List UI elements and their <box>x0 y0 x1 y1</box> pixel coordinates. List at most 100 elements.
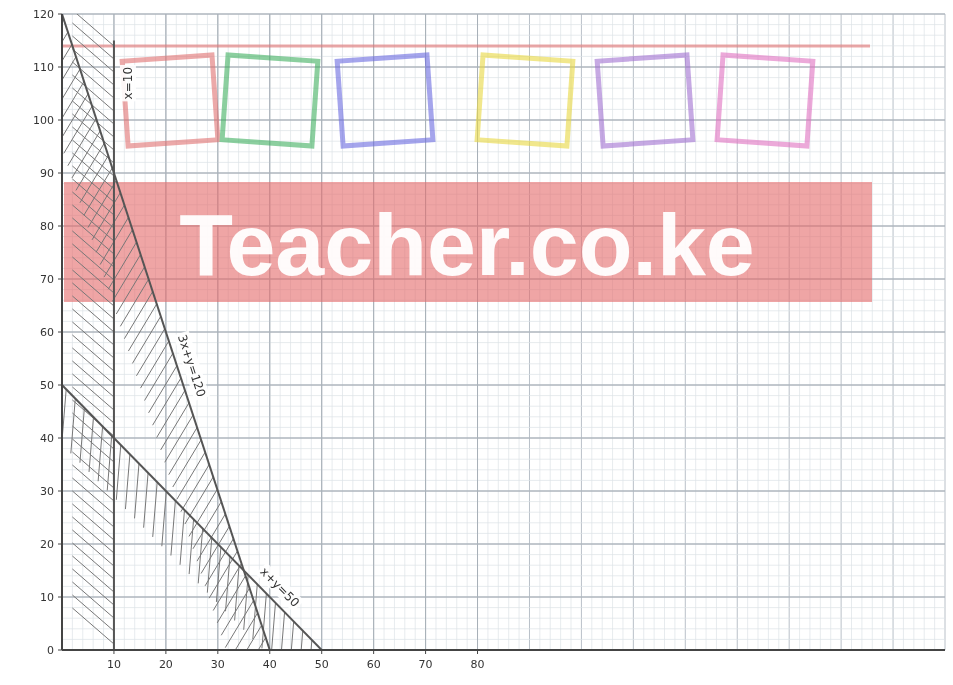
paper-line <box>62 618 945 619</box>
hatch-stroke <box>72 14 114 46</box>
paper-line <box>62 130 945 131</box>
y-tick-label: 20 <box>40 538 54 551</box>
hatch-stroke <box>120 279 148 326</box>
paper-line <box>62 480 945 481</box>
y-tick <box>58 438 62 439</box>
y-tick <box>58 120 62 121</box>
hatch-stroke <box>153 482 157 537</box>
hatch-stroke <box>136 329 164 376</box>
y-tick-label: 30 <box>40 485 54 498</box>
hatch-stroke <box>171 501 175 556</box>
paper-line <box>62 448 945 449</box>
hatch-stroke <box>271 603 275 650</box>
constraint-line <box>62 14 270 650</box>
hatch-stroke <box>225 600 253 647</box>
paper-line <box>62 109 945 110</box>
hatch-stroke <box>193 502 221 549</box>
hatch-stroke <box>157 390 185 437</box>
chart: Teacher.co.ke102030405060708001020304050… <box>0 0 953 685</box>
axes: 1020304050607080010203040506070809010011… <box>33 8 945 671</box>
paper-line <box>62 544 945 545</box>
line-label: x=10 <box>121 67 135 99</box>
grid-line-y <box>62 544 945 545</box>
hatch-stroke <box>72 131 100 178</box>
x-tick <box>373 650 374 654</box>
watermark-frame <box>62 45 870 48</box>
grid-line-y <box>62 438 945 439</box>
grid-line-y <box>62 491 945 492</box>
paper-line <box>62 35 945 36</box>
paper-line <box>62 650 945 651</box>
paper-line <box>62 120 945 121</box>
hatch-stroke <box>177 452 205 499</box>
watermark-square <box>477 55 573 146</box>
x-tick <box>113 650 114 654</box>
x-tick-label: 80 <box>471 658 485 671</box>
paper-line <box>62 565 945 566</box>
hatch-stroke <box>173 440 201 487</box>
line-label-group: x=10 <box>120 65 136 101</box>
grid-line-y <box>62 650 945 651</box>
y-tick-label: 0 <box>47 644 54 657</box>
watermark-square <box>222 55 318 146</box>
y-tick-label: 110 <box>33 61 54 74</box>
paper-line <box>62 639 945 640</box>
hatch-stroke <box>162 491 166 546</box>
x-tick-label: 60 <box>367 658 381 671</box>
plot-area <box>62 14 322 650</box>
y-tick-label: 50 <box>40 379 54 392</box>
paper-line <box>62 151 945 152</box>
y-tick-label: 120 <box>33 8 54 21</box>
grid-line-y <box>62 173 945 174</box>
hatch-stroke <box>64 106 92 153</box>
paper-line <box>62 491 945 492</box>
hatch-stroke <box>233 625 261 650</box>
x-tick <box>477 650 478 654</box>
hatch-stroke <box>128 304 156 351</box>
x-tick-label: 20 <box>159 658 173 671</box>
y-tick-label: 70 <box>40 273 54 286</box>
paper-line <box>62 342 945 343</box>
hatch-stroke <box>201 526 229 573</box>
hatch-stroke <box>135 464 139 519</box>
hatch-stroke <box>189 519 193 574</box>
hatch-stroke <box>235 566 239 621</box>
paper-line <box>62 24 945 25</box>
background <box>0 0 953 685</box>
grid-line-x <box>113 14 114 650</box>
hatch-stroke <box>207 538 211 593</box>
label-patch <box>120 65 136 101</box>
grid-line-y <box>62 120 945 121</box>
y-tick-label: 10 <box>40 591 54 604</box>
line-label-group: x+y=50 <box>255 562 304 611</box>
hatch-stroke <box>116 267 144 314</box>
y-tick <box>58 14 62 15</box>
y-tick <box>58 332 62 333</box>
y-tick <box>58 226 62 227</box>
hatch-stroke <box>289 621 293 650</box>
watermark-band <box>64 182 872 302</box>
paper-line <box>62 173 945 174</box>
watermark-square <box>337 55 433 146</box>
y-tick <box>58 173 62 174</box>
hatch-stroke <box>298 631 302 650</box>
watermark <box>62 46 872 302</box>
y-tick <box>58 491 62 492</box>
hatch-stroke <box>140 341 168 388</box>
paper-line <box>62 427 945 428</box>
x-tick-label: 30 <box>211 658 225 671</box>
paper-line <box>62 321 945 322</box>
label-patch <box>173 331 210 401</box>
hatch-stroke <box>153 378 181 425</box>
paper-line <box>62 332 945 333</box>
constraint-line <box>62 385 322 650</box>
paper-line <box>62 607 945 608</box>
hatch-stroke <box>132 316 160 363</box>
x-tick-label: 10 <box>107 658 121 671</box>
paper-line <box>62 586 945 587</box>
hatch-stroke <box>68 119 96 166</box>
watermark-square <box>122 55 218 146</box>
paper-line <box>62 406 945 407</box>
chart-root: Teacher.co.ke102030405060708001020304050… <box>0 0 953 685</box>
y-tick <box>58 544 62 545</box>
